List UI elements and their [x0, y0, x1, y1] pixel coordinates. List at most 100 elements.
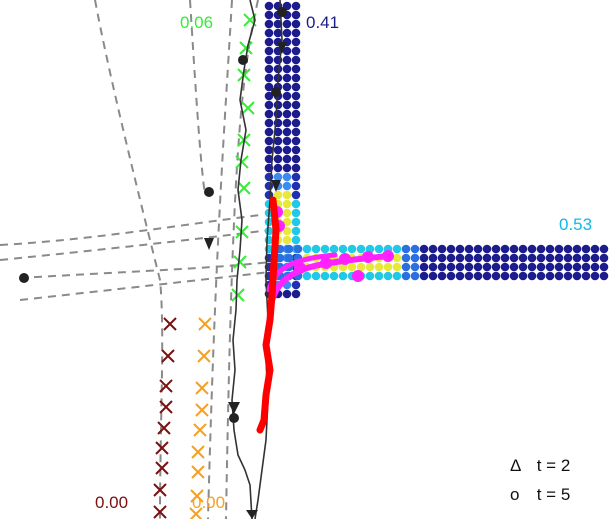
- navy-trajectory-dot: [291, 55, 301, 65]
- cyan-trajectory-dot: [374, 271, 384, 281]
- waypoint-circle: [204, 187, 214, 197]
- green-x-marker: [239, 41, 253, 55]
- cyan-trajectory-dot: [545, 262, 555, 272]
- cyan-trajectory-dot: [527, 262, 537, 272]
- navy-trajectory-dot: [264, 82, 274, 92]
- cyan-trajectory-dot: [563, 244, 573, 254]
- orange-x-marker: [198, 317, 212, 331]
- waypoint-triangle: [277, 42, 287, 54]
- cyan-trajectory-dot: [509, 244, 519, 254]
- waypoint-triangle: [246, 510, 258, 519]
- red-prediction: [256, 196, 280, 434]
- orange-x-marker: [195, 403, 209, 417]
- cyan-trajectory-dot: [383, 262, 393, 272]
- legend-t2: Δ t = 2: [510, 456, 570, 476]
- navy-trajectory-dot: [264, 73, 274, 83]
- cyan-trajectory-dot: [563, 253, 573, 263]
- navy-trajectory-dot: [282, 64, 292, 74]
- navy-trajectory-dot: [264, 100, 274, 110]
- darkred-x-marker: [163, 317, 177, 331]
- navy-trajectory-dot: [282, 235, 292, 245]
- cyan-trajectory-dot: [536, 244, 546, 254]
- cyan-trajectory-dot: [590, 253, 600, 263]
- navy-trajectory-dot: [291, 46, 301, 56]
- orange-x-marker: [189, 507, 203, 519]
- cyan-trajectory-dot: [374, 244, 384, 254]
- cyan-trajectory-dot: [455, 271, 465, 281]
- navy-trajectory-dot: [282, 136, 292, 146]
- navy-trajectory-dot: [291, 280, 301, 290]
- waypoint-circle: [19, 273, 29, 283]
- label-cyan: 0.53: [559, 215, 593, 234]
- navy-trajectory-dot: [273, 28, 283, 38]
- darkred-x-marker: [153, 505, 167, 519]
- navy-trajectory-dot: [291, 73, 301, 83]
- cyan-trajectory-dot: [563, 271, 573, 281]
- cyan-trajectory-dot: [599, 271, 609, 281]
- lane-line: [189, 0, 206, 196]
- cyan-trajectory-dot: [509, 271, 519, 281]
- navy-trajectory-dot: [282, 100, 292, 110]
- navy-trajectory-dot: [291, 37, 301, 47]
- lane-line: [207, 0, 233, 519]
- navy-trajectory-dot: [291, 91, 301, 101]
- cyan-trajectory-dot: [491, 253, 501, 263]
- ground-truth-path: [231, 0, 256, 519]
- navy-trajectory-dot: [282, 154, 292, 164]
- cyan-trajectory-dot: [329, 244, 339, 254]
- navy-trajectory-dot: [282, 163, 292, 173]
- cyan-trajectory-dot: [482, 253, 492, 263]
- cyan-trajectory-dot: [599, 262, 609, 272]
- cyan-trajectory-dot: [473, 253, 483, 263]
- cyan-trajectory-dot: [572, 262, 582, 272]
- lane-line: [94, 0, 164, 519]
- cyan-trajectory-dot: [284, 253, 294, 263]
- cyan-trajectory-dot: [428, 244, 438, 254]
- cyan-trajectory-dot: [500, 271, 510, 281]
- cyan-trajectory-dot: [311, 271, 321, 281]
- lane-line: [19, 261, 271, 279]
- navy-trajectory-dot: [273, 19, 283, 29]
- orange-x-marker: [195, 381, 209, 395]
- green-x-marker: [237, 181, 251, 195]
- navy-trajectory-dot: [264, 46, 274, 56]
- navy-trajectory-dot: [264, 145, 274, 155]
- cyan-trajectory-dot: [428, 271, 438, 281]
- cyan-trajectory-dot: [437, 244, 447, 254]
- navy-trajectory-dot: [291, 28, 301, 38]
- navy-trajectory-dot: [282, 172, 292, 182]
- cyan-trajectory-dot: [500, 244, 510, 254]
- green-x-marker: [231, 288, 245, 302]
- cyan-trajectory-dot: [536, 271, 546, 281]
- navy-trajectory-dot: [291, 208, 301, 218]
- cyan-trajectory-dot: [401, 271, 411, 281]
- navy-trajectory-dot: [273, 172, 283, 182]
- cyan-trajectory-dot: [320, 271, 330, 281]
- cyan-trajectory-dot: [338, 244, 348, 254]
- cyan-trajectory-dot: [581, 253, 591, 263]
- navy-trajectory-dot: [291, 163, 301, 173]
- navy-trajectory-dot: [291, 145, 301, 155]
- navy-trajectory-dot: [291, 127, 301, 137]
- cyan-trajectory-dot: [464, 244, 474, 254]
- cyan-trajectory-dot: [338, 271, 348, 281]
- cyan-trajectory-dot: [446, 244, 456, 254]
- navy-trajectory-dot: [282, 145, 292, 155]
- cyan-trajectory-dot: [527, 271, 537, 281]
- cyan-trajectory-dot: [599, 244, 609, 254]
- navy-trajectory-dot: [282, 28, 292, 38]
- navy-trajectory-dot: [291, 217, 301, 227]
- cyan-trajectory-dot: [455, 253, 465, 263]
- green-x-marker: [233, 255, 247, 269]
- cyan-trajectory-dot: [527, 253, 537, 263]
- cyan-trajectory-dot: [536, 253, 546, 263]
- waypoint-triangle: [271, 180, 281, 192]
- cyan-trajectory-dot: [590, 262, 600, 272]
- cyan-trajectory-dot: [563, 262, 573, 272]
- cyan-trajectory-dot: [401, 244, 411, 254]
- cyan-trajectory-dot: [518, 271, 528, 281]
- cyan-trajectory-dot: [446, 271, 456, 281]
- cyan-trajectory-dot: [302, 244, 312, 254]
- navy-trajectory-dot: [264, 64, 274, 74]
- navy-trajectory-dot: [291, 136, 301, 146]
